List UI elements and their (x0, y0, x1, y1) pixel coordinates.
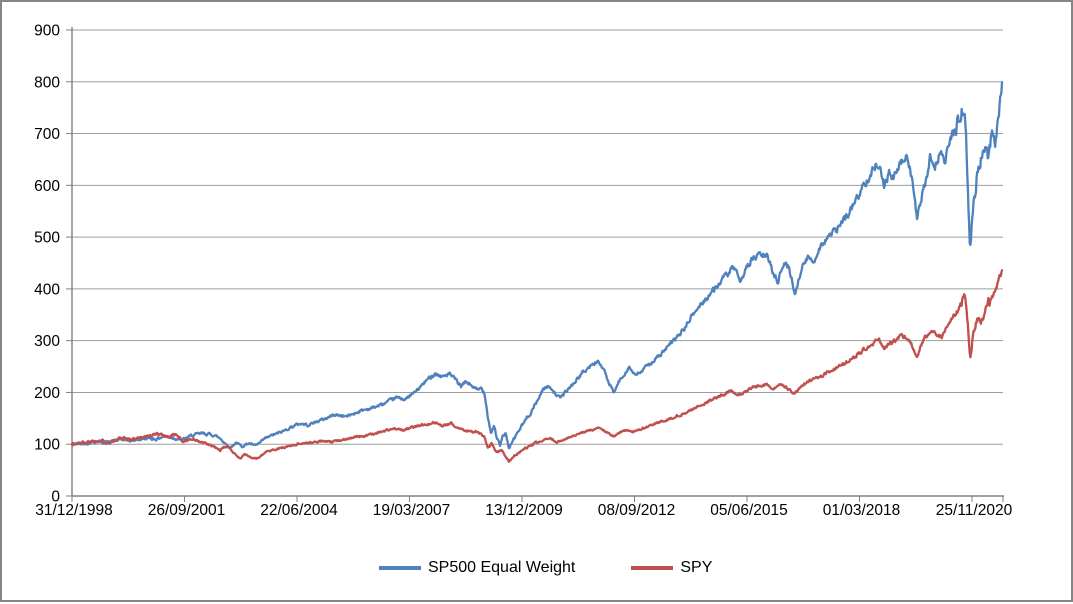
x-tick-label: 05/06/2015 (710, 502, 788, 519)
y-tick-label: 900 (34, 23, 60, 40)
y-tick-label: 600 (34, 178, 60, 195)
y-tick-label: 0 (51, 489, 60, 506)
legend-item-sp500-equal-weight: SP500 Equal Weight (379, 559, 575, 577)
series-line-sp500-equal-weight (70, 81, 1004, 450)
y-tick-label: 800 (34, 74, 60, 91)
y-tick-label: 400 (34, 281, 60, 298)
x-tick-label: 01/03/2018 (823, 502, 901, 519)
y-tick-label: 700 (34, 126, 60, 143)
x-tick-label: 08/09/2012 (598, 502, 676, 519)
x-tick-label: 26/09/2001 (148, 502, 226, 519)
y-tick-label: 200 (34, 385, 60, 402)
legend-item-spy: SPY (631, 559, 712, 577)
y-tick-label: 300 (34, 333, 60, 350)
y-tick-label: 500 (34, 230, 60, 247)
series-line-spy (70, 269, 1004, 463)
x-tick-label: 22/06/2004 (260, 502, 338, 519)
legend-label-spy: SPY (680, 559, 713, 576)
legend-line-sample-blue (379, 566, 421, 570)
y-tick-label: 100 (34, 437, 60, 454)
legend-label-sp500-equal-weight: SP500 Equal Weight (428, 559, 576, 576)
x-tick-label: 31/12/1998 (35, 502, 113, 519)
legend-line-sample-red (631, 566, 674, 570)
x-tick-label: 25/11/2020 (936, 502, 1013, 519)
x-tick-label: 13/12/2009 (485, 502, 563, 519)
x-tick-label: 19/03/2007 (373, 502, 451, 519)
chart-legend: SP500 Equal Weight SPY (379, 559, 712, 577)
